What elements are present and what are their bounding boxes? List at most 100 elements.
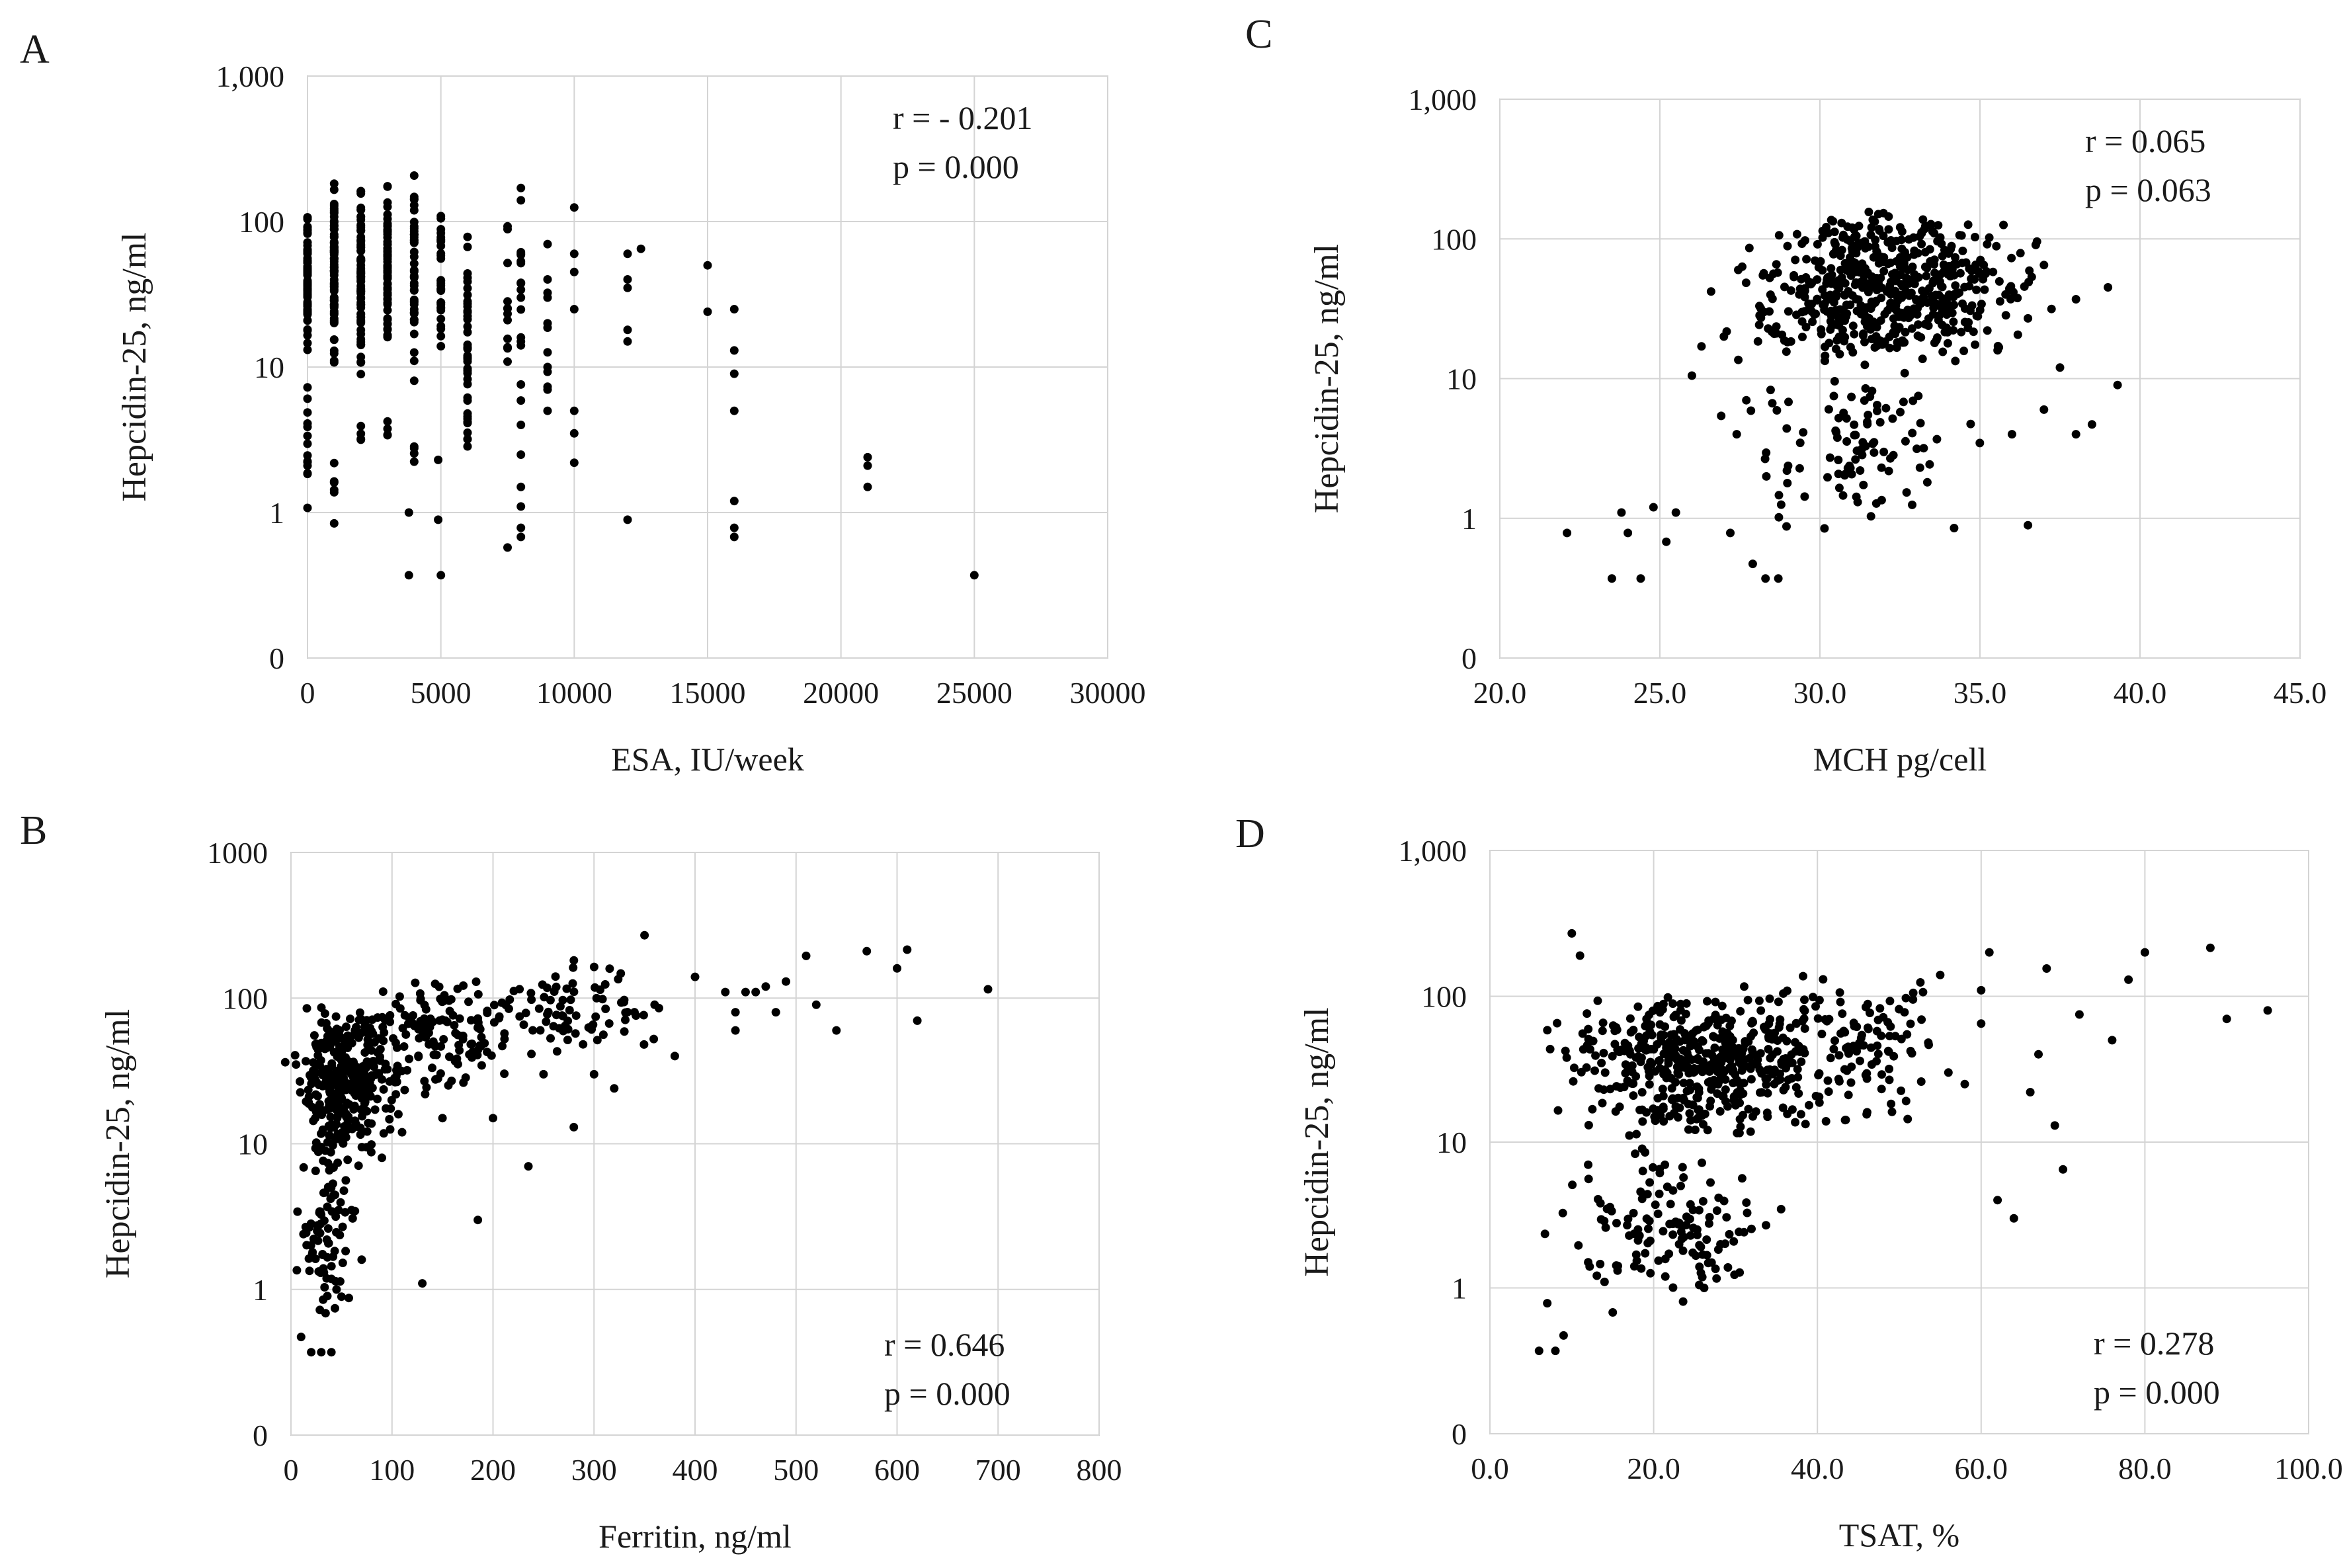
data-point bbox=[1761, 574, 1770, 583]
data-point bbox=[1704, 1259, 1713, 1268]
data-point bbox=[1877, 1031, 1886, 1040]
correlation-r: r = - 0.201 bbox=[893, 99, 1033, 136]
data-point bbox=[729, 346, 739, 355]
data-point bbox=[569, 987, 579, 997]
data-point bbox=[1825, 453, 1834, 462]
data-point bbox=[1885, 997, 1895, 1006]
data-point bbox=[1802, 255, 1811, 264]
data-point bbox=[414, 1052, 423, 1060]
data-point bbox=[357, 1143, 366, 1152]
data-point bbox=[1982, 267, 1991, 276]
data-point bbox=[1765, 994, 1774, 1003]
data-point bbox=[1783, 479, 1792, 487]
data-point bbox=[379, 1129, 388, 1138]
data-point bbox=[342, 1022, 350, 1032]
data-point bbox=[1651, 1116, 1660, 1126]
data-point bbox=[1706, 287, 1715, 296]
data-point bbox=[436, 276, 446, 286]
y-axis-label: Hepcidin-25, ng/ml bbox=[99, 1009, 137, 1278]
data-point bbox=[516, 396, 526, 405]
data-point bbox=[339, 1105, 348, 1114]
data-point bbox=[516, 421, 526, 429]
data-point bbox=[596, 985, 604, 995]
data-point bbox=[1545, 1044, 1555, 1053]
data-point bbox=[1834, 1077, 1844, 1086]
data-point bbox=[557, 1011, 567, 1020]
data-point bbox=[1837, 218, 1846, 227]
data-point bbox=[409, 1020, 418, 1029]
data-point bbox=[1599, 1085, 1608, 1094]
data-point bbox=[438, 1114, 447, 1123]
data-point bbox=[1689, 1223, 1698, 1233]
data-point bbox=[1879, 267, 1889, 276]
data-point bbox=[536, 1026, 545, 1035]
data-point bbox=[1898, 336, 1907, 345]
data-point bbox=[1729, 1237, 1739, 1246]
data-point bbox=[329, 262, 339, 271]
data-point bbox=[1598, 1018, 1608, 1028]
data-point bbox=[436, 314, 446, 323]
data-point bbox=[320, 1283, 329, 1292]
data-point bbox=[1631, 1072, 1641, 1081]
data-point bbox=[1887, 1107, 1897, 1116]
data-point bbox=[303, 383, 312, 392]
data-point bbox=[386, 1017, 395, 1026]
data-point bbox=[383, 325, 392, 334]
data-point bbox=[1743, 995, 1752, 1005]
data-point bbox=[729, 497, 739, 506]
data-point bbox=[1732, 430, 1741, 439]
data-point bbox=[1698, 1036, 1707, 1045]
data-point bbox=[1821, 351, 1830, 360]
y-tick-label: 1 bbox=[253, 1273, 268, 1307]
data-point bbox=[341, 1247, 350, 1256]
data-point bbox=[2104, 283, 2113, 292]
data-point bbox=[1868, 439, 1877, 448]
data-point bbox=[913, 1016, 922, 1025]
data-point bbox=[1706, 1178, 1715, 1187]
data-point bbox=[356, 370, 366, 379]
data-point bbox=[1585, 1262, 1594, 1271]
data-point bbox=[552, 1047, 561, 1056]
data-point bbox=[311, 1068, 320, 1077]
panel-letter: A bbox=[20, 27, 50, 72]
data-point bbox=[1895, 290, 1905, 300]
data-point bbox=[1718, 1065, 1727, 1075]
data-point bbox=[1832, 428, 1841, 437]
data-point bbox=[317, 1067, 327, 1075]
x-tick-label: 600 bbox=[874, 1453, 920, 1487]
data-point bbox=[1776, 1015, 1785, 1024]
data-point bbox=[1747, 1224, 1756, 1233]
data-point bbox=[1838, 1009, 1847, 1018]
data-point bbox=[1850, 259, 1860, 268]
data-point bbox=[1851, 431, 1860, 440]
data-point bbox=[1588, 1036, 1598, 1046]
data-point bbox=[341, 1053, 350, 1062]
data-point bbox=[328, 1141, 337, 1150]
data-point bbox=[373, 1048, 382, 1057]
data-point bbox=[1746, 1127, 1755, 1136]
data-point bbox=[386, 1011, 395, 1020]
data-point bbox=[415, 1034, 424, 1043]
data-point bbox=[378, 1153, 386, 1163]
data-point bbox=[519, 1020, 528, 1029]
data-point bbox=[1712, 1206, 1721, 1216]
data-point bbox=[1985, 233, 1994, 242]
data-point bbox=[1786, 1023, 1795, 1032]
data-point bbox=[1758, 270, 1768, 280]
data-point bbox=[1644, 1224, 1653, 1233]
data-point bbox=[1836, 251, 1845, 261]
data-point bbox=[1620, 1038, 1629, 1048]
data-point bbox=[463, 434, 472, 444]
data-point bbox=[503, 315, 512, 325]
data-point bbox=[1891, 276, 1901, 286]
data-point bbox=[1974, 267, 1983, 276]
data-point bbox=[1735, 1227, 1744, 1237]
data-point bbox=[325, 1131, 334, 1140]
y-axis-label: Hepcidin-25, ng/ml bbox=[1298, 1007, 1336, 1276]
data-point bbox=[1729, 1065, 1738, 1075]
data-point bbox=[1698, 1197, 1707, 1206]
data-point bbox=[317, 1210, 326, 1219]
data-point bbox=[1661, 1255, 1670, 1264]
data-point bbox=[1559, 1331, 1568, 1340]
data-point bbox=[321, 1146, 330, 1155]
